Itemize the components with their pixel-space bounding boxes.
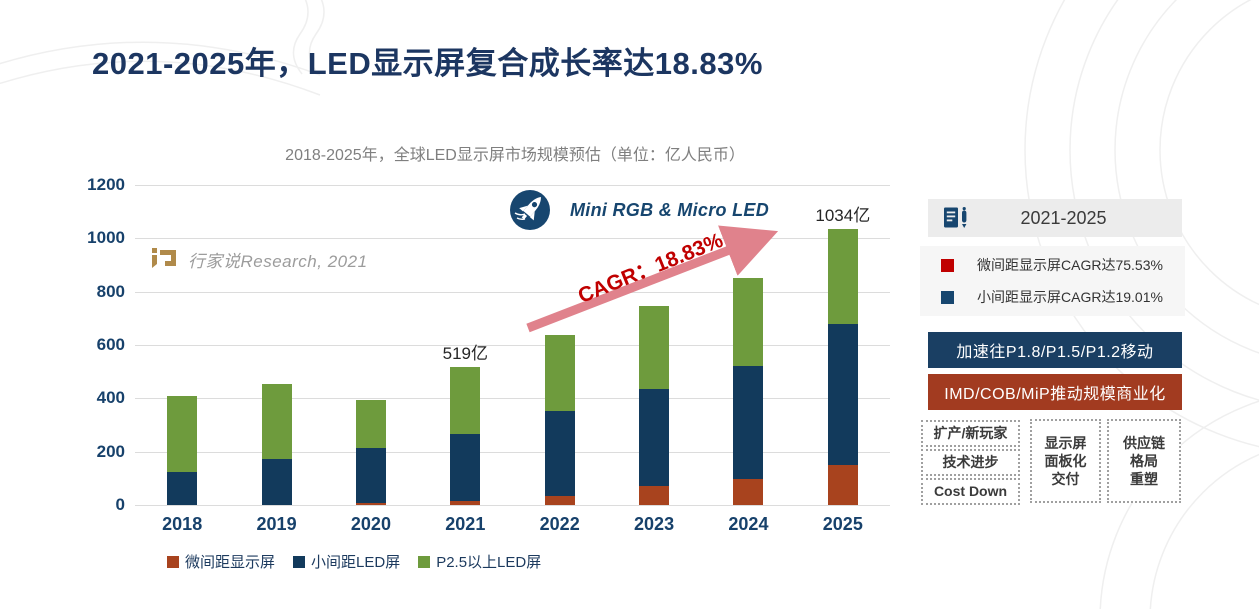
market-size-chart: 0 200 400 600 800 1000 1200 2018 2019 2020 2021 202… [85, 175, 895, 558]
bullet-item: 小间距显示屏CAGR达19.01% [941, 287, 1185, 307]
x-axis-label: 2023 [634, 514, 675, 534]
x-axis-label: 2024 [728, 514, 769, 534]
bar-segment [733, 366, 764, 479]
bar-value-label: 1034亿 [815, 206, 871, 226]
bar-segment [733, 478, 764, 505]
bar-segment [827, 323, 858, 465]
y-axis-tick-label: 1200 [87, 175, 125, 194]
bar-segment [261, 459, 292, 505]
bullet-text-micro-pitch: 微间距显示屏CAGR达75.53% [977, 257, 1163, 273]
bullet-text-small-pitch: 小间距显示屏CAGR达19.01% [977, 289, 1163, 305]
legend-label: 微间距显示屏 [185, 554, 276, 571]
hangjiashuo-watermark: 行家说Research, 2021 [150, 246, 368, 272]
grid-line [135, 398, 890, 400]
bar-segment [450, 366, 481, 435]
bar-segment [733, 277, 764, 367]
y-axis-tick-label: 200 [96, 441, 125, 461]
bullet-item: 微间距显示屏CAGR达75.53% [941, 255, 1185, 275]
legend-item: 微间距显示屏 [167, 551, 275, 572]
grid-line [135, 238, 890, 240]
bar-segment [355, 502, 386, 505]
y-axis-tick-label: 1000 [87, 228, 125, 248]
x-axis-label: 2021 [445, 514, 486, 534]
report-icon [942, 206, 969, 230]
x-axis-label: 2022 [539, 514, 580, 534]
bullet-marker-small-pitch [941, 290, 954, 304]
grid-line [135, 185, 890, 186]
mini-led-label: Mini RGB & Micro LED [570, 199, 769, 220]
bar-segment [355, 400, 386, 448]
rocket-globe-icon [510, 190, 550, 230]
factor-box-costdown: Cost Down [921, 478, 1020, 505]
grid-line [135, 345, 890, 346]
legend-swatch [167, 555, 179, 568]
bar-segment [639, 389, 670, 487]
banner-imd-cob-mip: IMD/COB/MiP推动规模商业化 [928, 374, 1182, 410]
bar-segment [827, 229, 858, 324]
x-axis-label: 2019 [256, 514, 297, 534]
bar-segment [544, 335, 575, 412]
panel-bullets: 微间距显示屏CAGR达75.53% 小间距显示屏CAGR达19.01% [920, 246, 1185, 316]
x-axis-label: 2025 [822, 514, 863, 534]
chart-title: 2018-2025年，全球LED显示屏市场规模预估（单位：亿人民币） [285, 147, 745, 164]
bar-segment [827, 465, 858, 505]
slide-title: 2021-2025年，LED显示屏复合成长率达18.83% [92, 46, 763, 81]
bar-segment [167, 396, 198, 473]
bar-segment [167, 472, 198, 505]
legend-item: P2.5以上LED屏 [418, 551, 541, 572]
bar-segment [450, 434, 481, 501]
grid-line [135, 291, 890, 293]
y-axis-tick-label: 400 [96, 388, 125, 408]
legend-swatch [293, 555, 306, 568]
bar-segment [639, 306, 670, 389]
banner-pitch-roadmap: 加速往P1.8/P1.5/P1.2移动 [928, 332, 1182, 368]
bar-segment [355, 447, 386, 503]
panel-header-label: 2021-2025 [1020, 207, 1107, 228]
bar-segment [544, 496, 575, 505]
cagr-arrow [526, 225, 779, 333]
grid-line [135, 451, 890, 453]
factor-box-supplychain: 供应链 格局 重塑 [1107, 419, 1181, 503]
y-axis-tick-label: 800 [96, 281, 125, 301]
x-axis-label: 2018 [162, 514, 203, 534]
bar-segment [639, 486, 670, 505]
bullet-marker-micro-pitch [941, 258, 954, 272]
legend-swatch [418, 555, 431, 568]
bar-segment [450, 501, 481, 505]
panel-header: 2021-2025 [928, 199, 1182, 237]
legend-item: 小间距LED屏 [293, 551, 400, 572]
y-axis-tick-label: 600 [96, 335, 125, 354]
hangjiashuo-logo-icon [152, 248, 176, 268]
y-axis-tick-label: 0 [115, 495, 125, 514]
bar-segment [261, 384, 292, 460]
factor-box-panelization: 显示屏 面板化 交付 [1030, 419, 1101, 503]
x-axis-label: 2020 [350, 514, 391, 534]
bar-segment [544, 411, 575, 497]
factor-box-technology: 技术进步 [921, 449, 1020, 476]
chart-legend: 微间距显示屏 小间距LED屏 P2.5以上LED屏 [167, 551, 541, 572]
factor-box-expansion: 扩产/新玩家 [921, 420, 1020, 447]
legend-label: P2.5以上LED屏 [436, 554, 542, 571]
mini-led-badge: Mini RGB & Micro LED [508, 188, 769, 232]
bar-value-label: 519亿 [442, 343, 488, 363]
grid-line [135, 505, 890, 506]
legend-label: 小间距LED屏 [311, 554, 401, 571]
watermark-text: 行家说Research, 2021 [188, 251, 368, 271]
